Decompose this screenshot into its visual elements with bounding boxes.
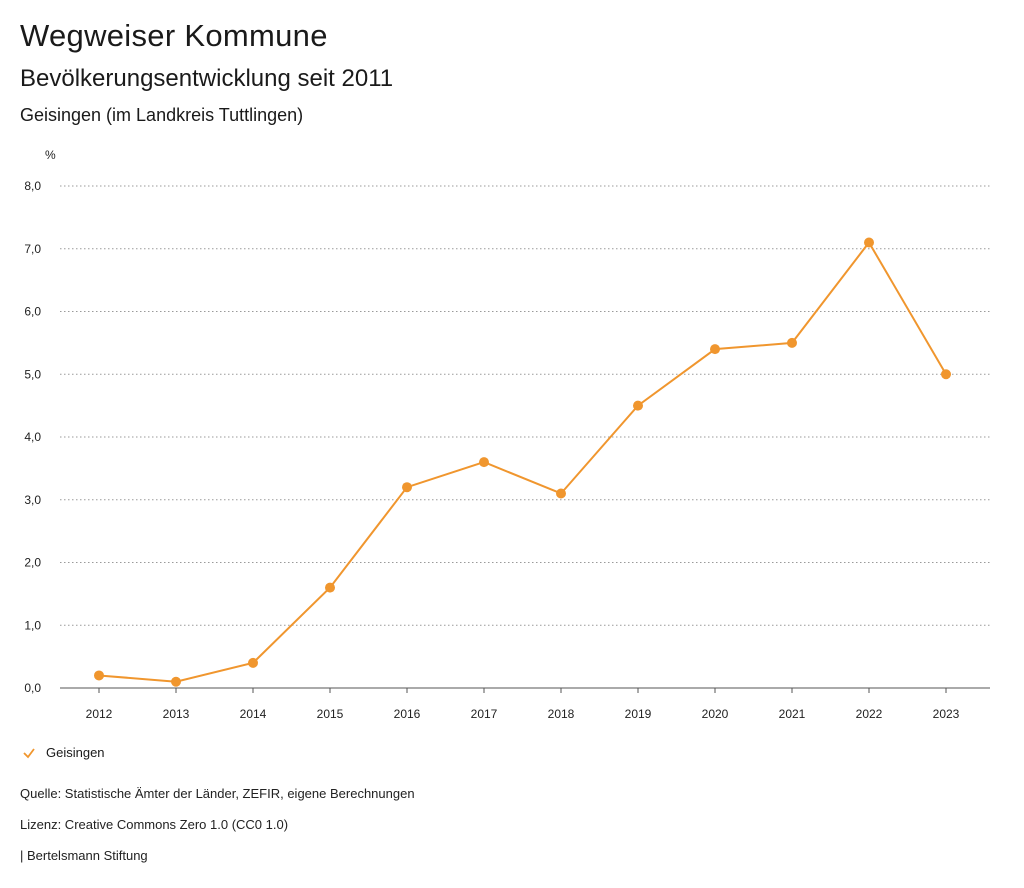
y-axis-unit-label: % xyxy=(45,148,56,162)
data-point xyxy=(941,369,951,380)
data-point xyxy=(633,400,643,411)
series-line xyxy=(98,240,947,683)
data-point xyxy=(710,344,720,355)
x-tick-label: 2019 xyxy=(625,707,652,721)
license-note: Lizenz: Creative Commons Zero 1.0 (CC0 1… xyxy=(20,817,289,832)
line-chart: % 0,0 1,0 2,0 3,0 4,0 5,0 6,0 7,0 8,0 2012 2013 2014… xyxy=(24,148,990,721)
x-tick-label: 2012 xyxy=(86,707,113,721)
x-tick-label: 2013 xyxy=(163,707,190,721)
data-point xyxy=(171,676,181,687)
data-point xyxy=(864,237,874,248)
legend[interactable]: Geisingen xyxy=(22,745,105,760)
y-tick-label: 0,0 xyxy=(24,681,41,695)
data-point xyxy=(402,482,412,493)
y-tick-label: 4,0 xyxy=(24,430,41,444)
y-tick-label: 2,0 xyxy=(24,556,41,570)
x-tick-label: 2023 xyxy=(933,707,960,721)
organization-note: | Bertelsmann Stiftung xyxy=(20,848,148,863)
x-tick-label: 2017 xyxy=(471,707,498,721)
x-tick-label: 2015 xyxy=(317,707,344,721)
region-label: Geisingen (im Landkreis Tuttlingen) xyxy=(20,105,304,125)
source-note: Quelle: Statistische Ämter der Länder, Z… xyxy=(20,786,415,801)
page-title: Wegweiser Kommune xyxy=(20,18,328,53)
data-point xyxy=(248,657,258,668)
x-tick-label: 2020 xyxy=(702,707,729,721)
y-tick-label: 5,0 xyxy=(24,367,41,381)
y-tick-label: 7,0 xyxy=(24,242,41,256)
x-tick-label: 2022 xyxy=(856,707,883,721)
y-tick-label: 8,0 xyxy=(24,179,41,193)
legend-label: Geisingen xyxy=(46,745,105,760)
checkmark-icon xyxy=(23,747,35,758)
data-point xyxy=(556,488,566,499)
x-tick-label: 2021 xyxy=(779,707,806,721)
y-tick-label: 6,0 xyxy=(24,305,41,319)
y-tick-label: 1,0 xyxy=(24,618,41,632)
data-point xyxy=(479,457,489,468)
data-point xyxy=(787,337,797,348)
data-point xyxy=(94,670,104,681)
chart-subtitle: Bevölkerungsentwicklung seit 2011 xyxy=(20,65,394,92)
y-tick-label: 3,0 xyxy=(24,493,41,507)
x-tick-label: 2014 xyxy=(240,707,267,721)
x-tick-label: 2018 xyxy=(548,707,575,721)
x-tick-label: 2016 xyxy=(394,707,421,721)
data-point xyxy=(325,582,335,593)
